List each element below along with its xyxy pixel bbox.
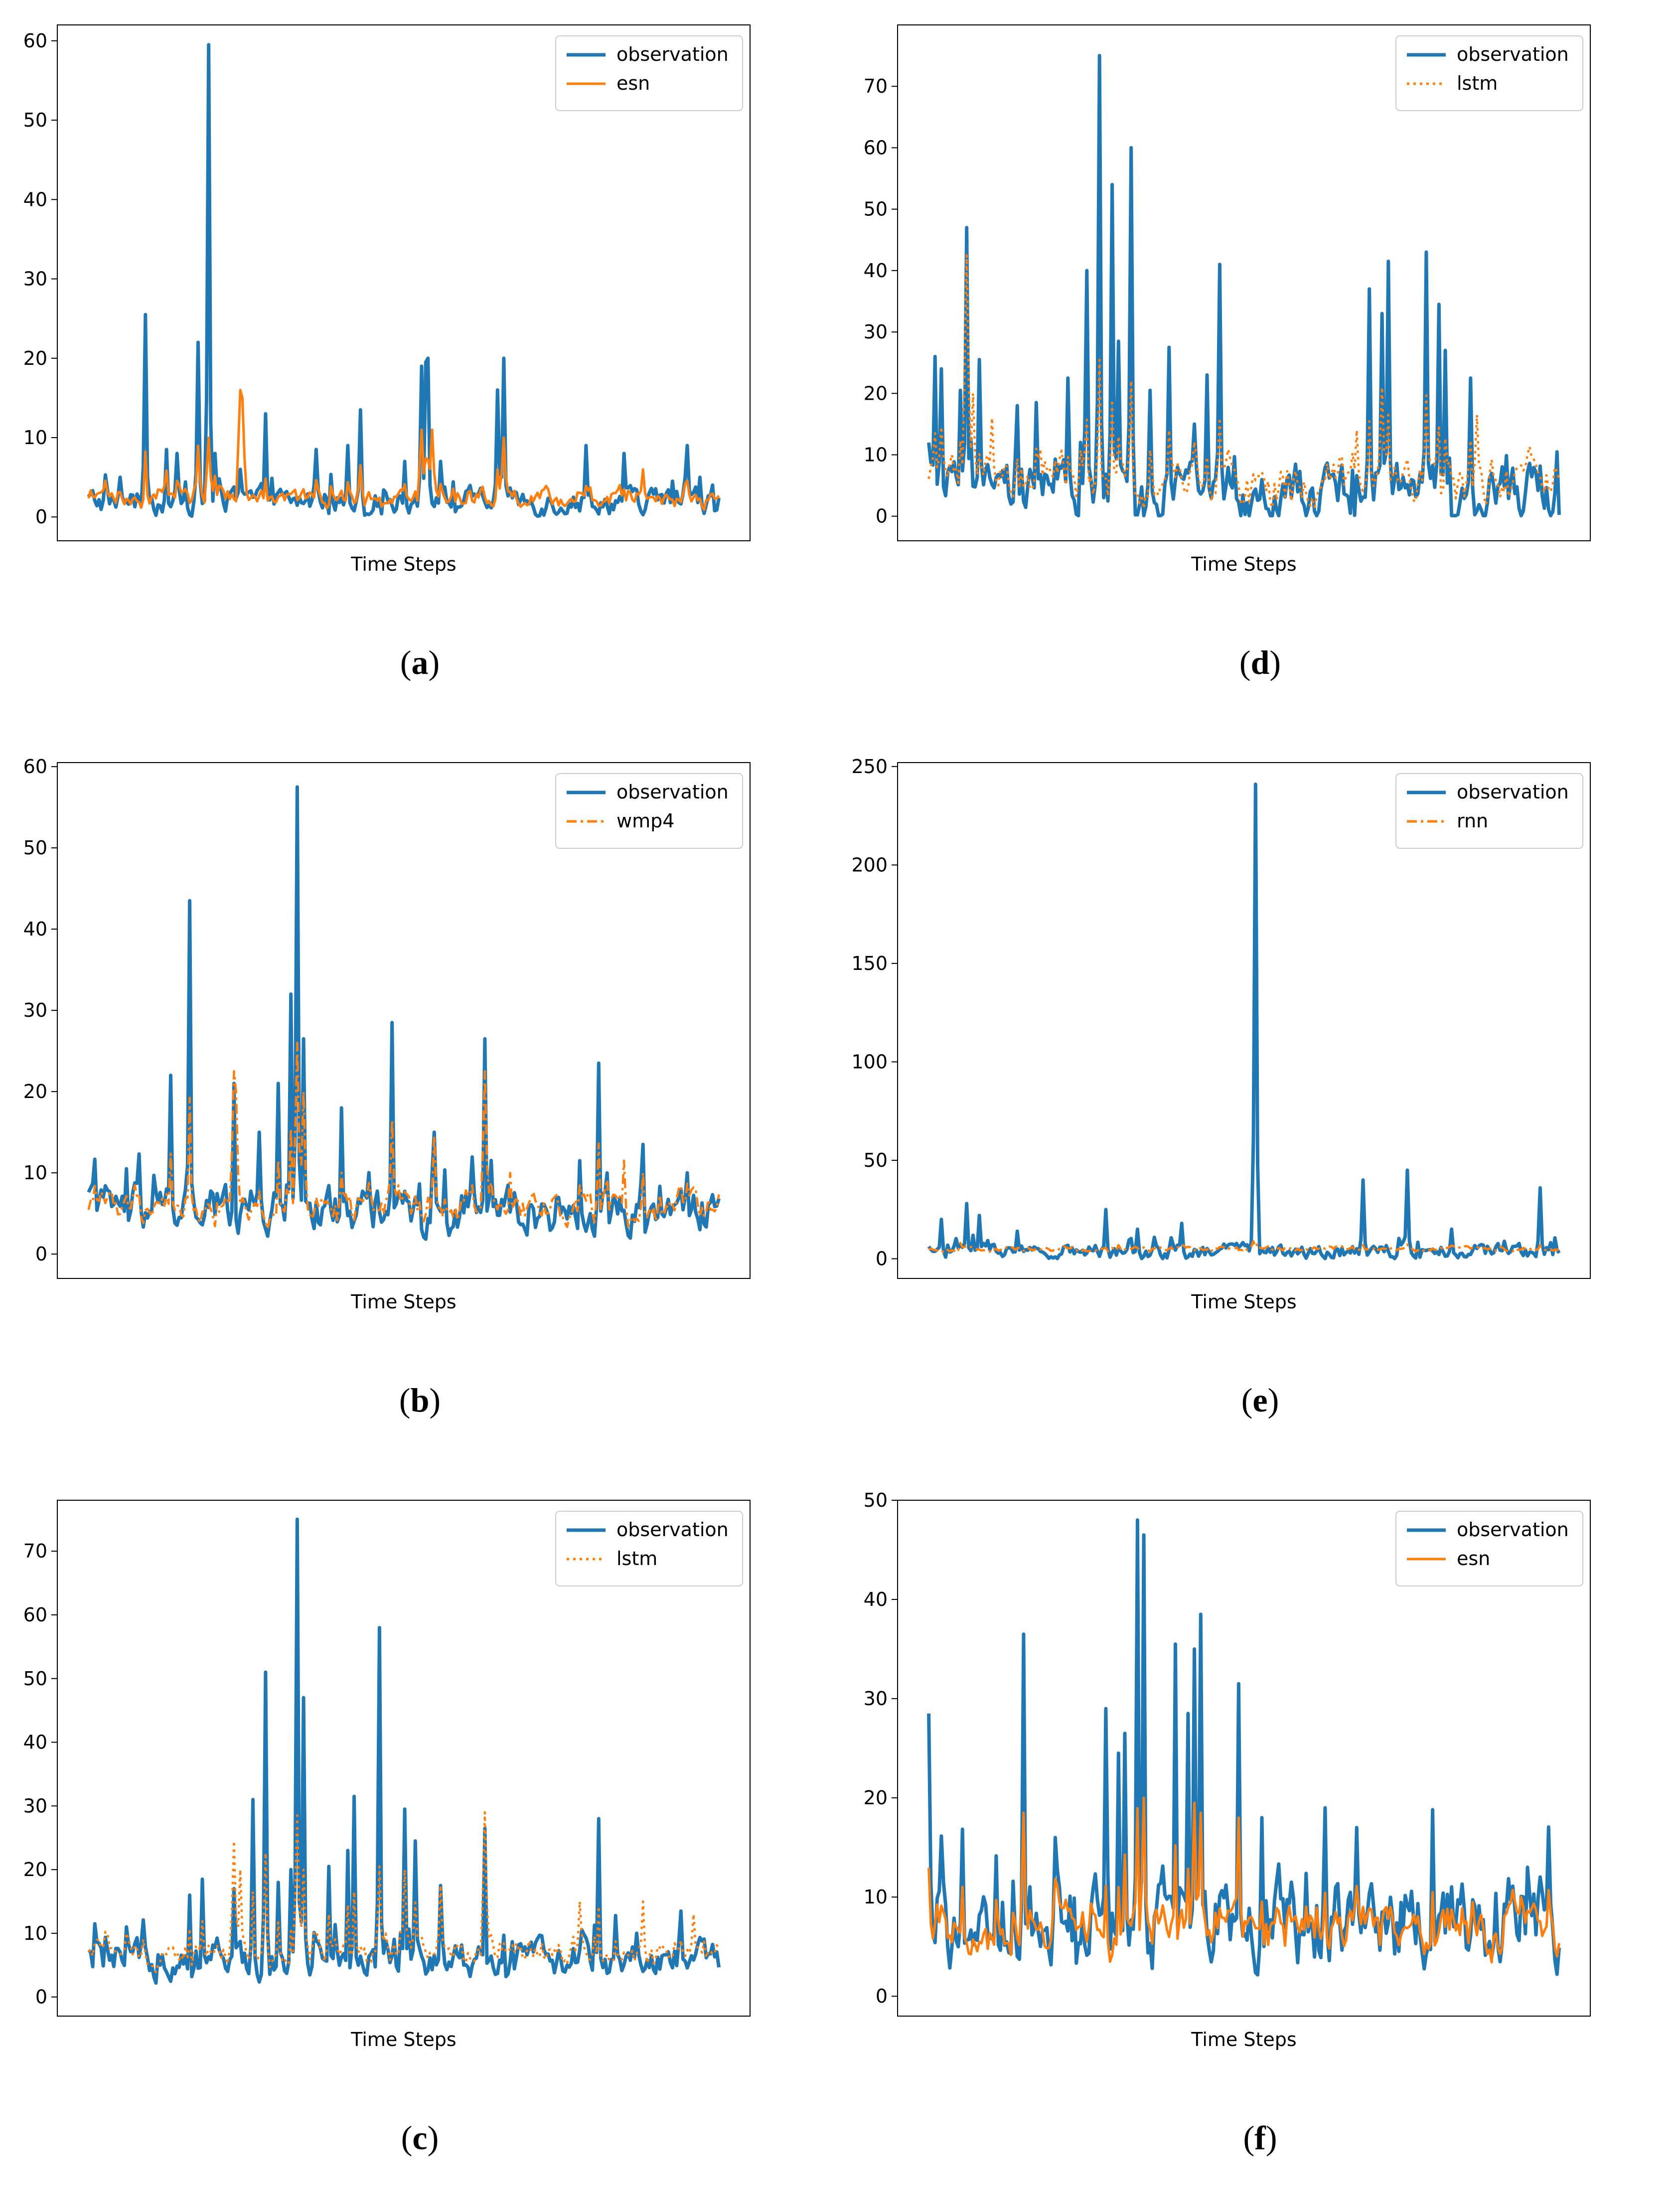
legend-label-observation: observation [1457, 781, 1569, 803]
caption-d: (d) [1239, 643, 1281, 681]
y-tick-label: 40 [864, 1588, 888, 1610]
panel-a: 0 10 20 30 40 50 60 Time Steps observation esn (a… [0, 0, 840, 728]
y-tick-label: 30 [23, 999, 47, 1021]
y-tick-label: 0 [876, 1985, 888, 2007]
series-lstm-line [927, 254, 1560, 510]
y-tick-label: 0 [876, 505, 888, 527]
chart-f: 0 10 20 30 40 50 Time Steps observation esn [864, 1489, 1591, 2050]
y-tick-label: 70 [864, 75, 888, 97]
caption-b: (b) [399, 1381, 441, 1419]
chart-e: 0 50 100 150 200 250 Time Steps observation rnn [851, 756, 1591, 1313]
y-tick-label: 50 [23, 837, 47, 859]
legend-label-lstm: lstm [1457, 72, 1498, 94]
panel-c: 0 10 20 30 40 50 60 70 Time Steps observation lstm… [0, 1475, 840, 2203]
panel-d: 0 10 20 30 40 50 60 70 Time Steps observation lstm… [840, 0, 1680, 728]
series-observation-line [927, 783, 1561, 1260]
series-rnn-line [928, 1240, 1560, 1254]
legend-label-observation: observation [1457, 43, 1569, 65]
series-esn-line [87, 389, 720, 511]
x-axis-label: Time Steps [1191, 1291, 1296, 1313]
panel-f: 0 10 20 30 40 50 Time Steps observation esn (f) [840, 1475, 1680, 2203]
chart-a: 0 10 20 30 40 50 60 Time Steps observation esn [23, 24, 751, 575]
x-axis-label: Time Steps [350, 2029, 456, 2050]
y-tick-label: 60 [864, 137, 888, 158]
x-axis-label: Time Steps [350, 1291, 456, 1313]
y-tick-label: 20 [864, 1787, 888, 1809]
legend-label-esn: esn [1457, 1548, 1490, 1570]
legend-label-observation: observation [1457, 1519, 1569, 1541]
y-tick-label: 10 [23, 1162, 47, 1184]
series-observation-line [927, 54, 1561, 517]
caption-f: (f) [1243, 2119, 1277, 2157]
y-tick-label: 20 [23, 1081, 47, 1102]
y-tick-label: 10 [23, 427, 47, 449]
x-axis-label: Time Steps [1191, 2029, 1296, 2050]
x-axis-label: Time Steps [1191, 553, 1296, 575]
chart-b: 0 10 20 30 40 50 60 Time Steps observation wmp4 [23, 756, 751, 1313]
y-tick-label: 40 [23, 1731, 47, 1753]
caption-c: (c) [401, 2119, 439, 2157]
y-tick-label: 40 [23, 188, 47, 210]
y-tick-label: 30 [864, 321, 888, 343]
y-tick-label: 0 [35, 1986, 47, 2008]
chart-c: 0 10 20 30 40 50 60 70 Time Steps observation lstm [23, 1500, 751, 2050]
y-tick-label: 60 [23, 1604, 47, 1626]
y-tick-label: 50 [864, 198, 888, 220]
series-wmp4-line [87, 1042, 720, 1230]
legend-label-wmp4: wmp4 [616, 810, 674, 832]
legend-label-esn: esn [616, 72, 650, 94]
y-tick-label: 30 [23, 1795, 47, 1817]
y-tick-label: 20 [864, 382, 888, 404]
y-tick-label: 30 [864, 1688, 888, 1710]
y-tick-label: 40 [23, 918, 47, 940]
y-tick-label: 250 [851, 756, 888, 778]
caption-e: (e) [1241, 1381, 1279, 1419]
y-tick-label: 50 [864, 1489, 888, 1511]
y-tick-label: 200 [851, 854, 888, 876]
legend-label-observation: observation [616, 1519, 729, 1541]
y-tick-label: 50 [23, 1668, 47, 1690]
y-tick-label: 0 [876, 1248, 888, 1269]
y-tick-label: 30 [23, 268, 47, 290]
series-observation-line [87, 785, 721, 1241]
y-tick-label: 20 [23, 347, 47, 369]
y-tick-label: 20 [23, 1859, 47, 1881]
panel-e: 0 50 100 150 200 250 Time Steps observation rnn … [840, 738, 1680, 1465]
plot-frame [57, 24, 751, 541]
plot-frame [57, 762, 751, 1279]
plot-frame [897, 762, 1591, 1279]
panel-b: 0 10 20 30 40 50 60 Time Steps observation wmp4 (… [0, 738, 840, 1465]
y-tick-label: 60 [23, 30, 47, 52]
chart-d: 0 10 20 30 40 50 60 70 Time Steps observation lstm [864, 24, 1591, 575]
y-tick-label: 40 [864, 260, 888, 282]
legend-label-observation: observation [616, 43, 729, 65]
y-tick-label: 0 [35, 506, 47, 528]
y-tick-label: 50 [864, 1149, 888, 1171]
y-tick-label: 10 [864, 444, 888, 466]
plot-frame [897, 24, 1591, 541]
legend-label-observation: observation [616, 781, 729, 803]
y-tick-label: 50 [23, 109, 47, 131]
y-tick-label: 100 [851, 1051, 888, 1073]
caption-a: (a) [400, 643, 440, 681]
x-axis-label: Time Steps [350, 553, 456, 575]
y-tick-label: 70 [23, 1540, 47, 1562]
series-esn-line [927, 1796, 1560, 1964]
series-observation-line [87, 1517, 721, 1985]
plot-frame [57, 1500, 751, 2017]
y-tick-label: 10 [864, 1886, 888, 1908]
series-observation-line [87, 43, 721, 518]
plot-frame [897, 1500, 1591, 2017]
y-tick-label: 60 [23, 756, 47, 778]
y-tick-label: 150 [851, 952, 888, 974]
y-tick-label: 10 [23, 1922, 47, 1944]
legend-label-rnn: rnn [1457, 810, 1488, 832]
y-tick-label: 0 [35, 1243, 47, 1265]
legend-label-lstm: lstm [616, 1548, 657, 1570]
series-observation-line [927, 1518, 1561, 1977]
